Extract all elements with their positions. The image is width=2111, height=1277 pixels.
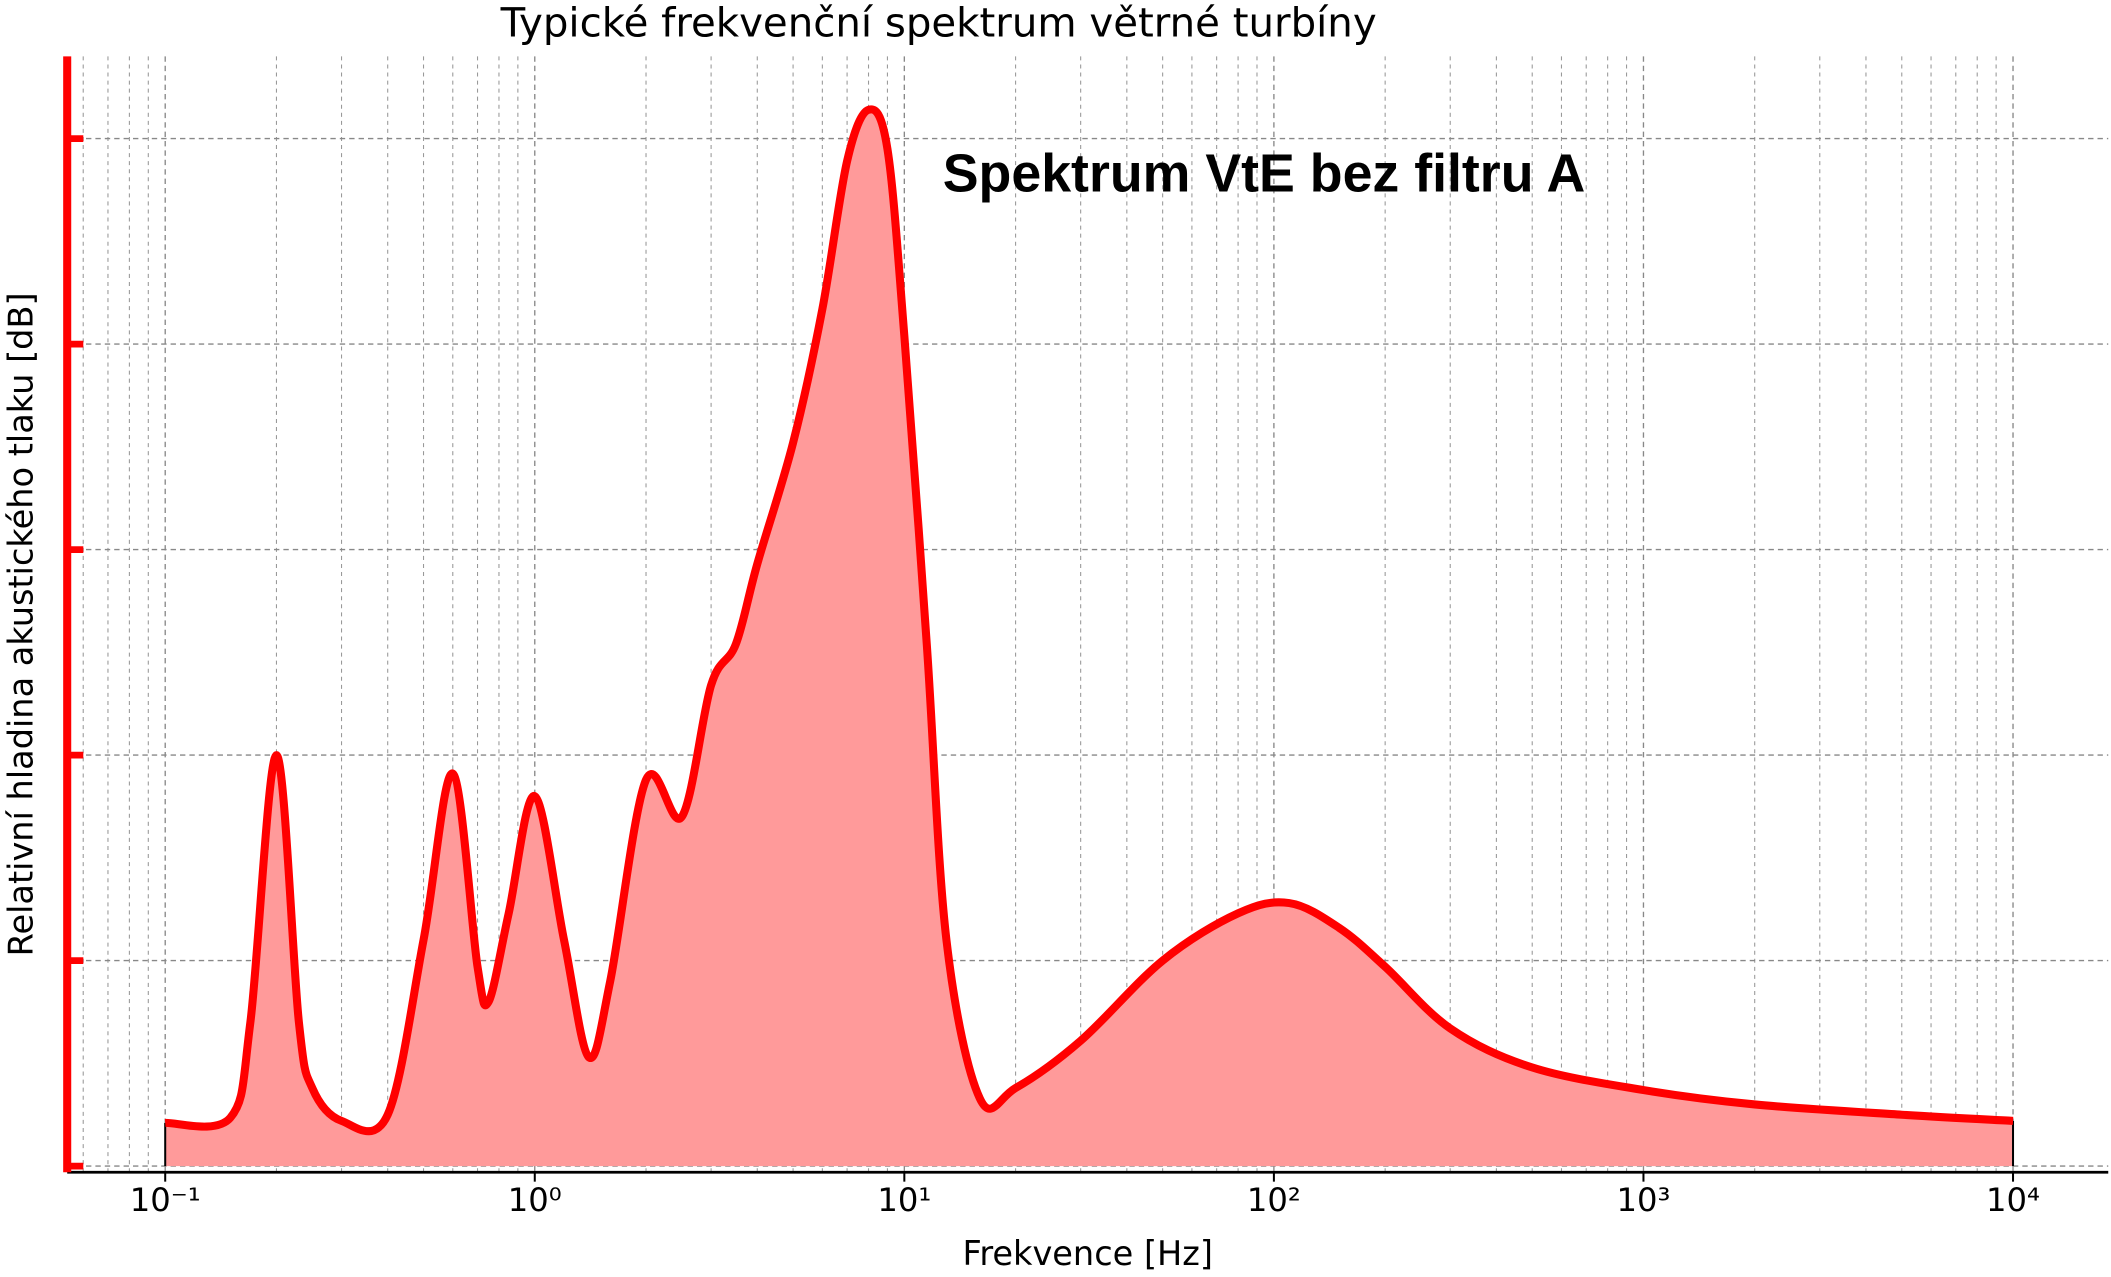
x-tick-label: 10⁰ <box>508 1181 562 1219</box>
series-label: Spektrum VtE bez filtru A <box>943 143 1586 203</box>
x-tick-label: 10⁴ <box>1986 1181 2040 1219</box>
chart-title: Typické frekvenční spektrum větrné turbí… <box>500 1 1377 47</box>
y-axis-label: Relativní hladina akustického tlaku [dB] <box>1 292 40 956</box>
line <box>164 105 2014 1136</box>
x-axis-label: Frekvence [Hz] <box>962 1234 1213 1273</box>
area <box>165 109 2014 1167</box>
x-tick-label: 10² <box>1247 1181 1301 1219</box>
x-tick-label: 10⁻¹ <box>130 1181 201 1219</box>
x-tick-label: 10¹ <box>877 1181 931 1219</box>
x-tick-label: 10³ <box>1617 1181 1671 1219</box>
